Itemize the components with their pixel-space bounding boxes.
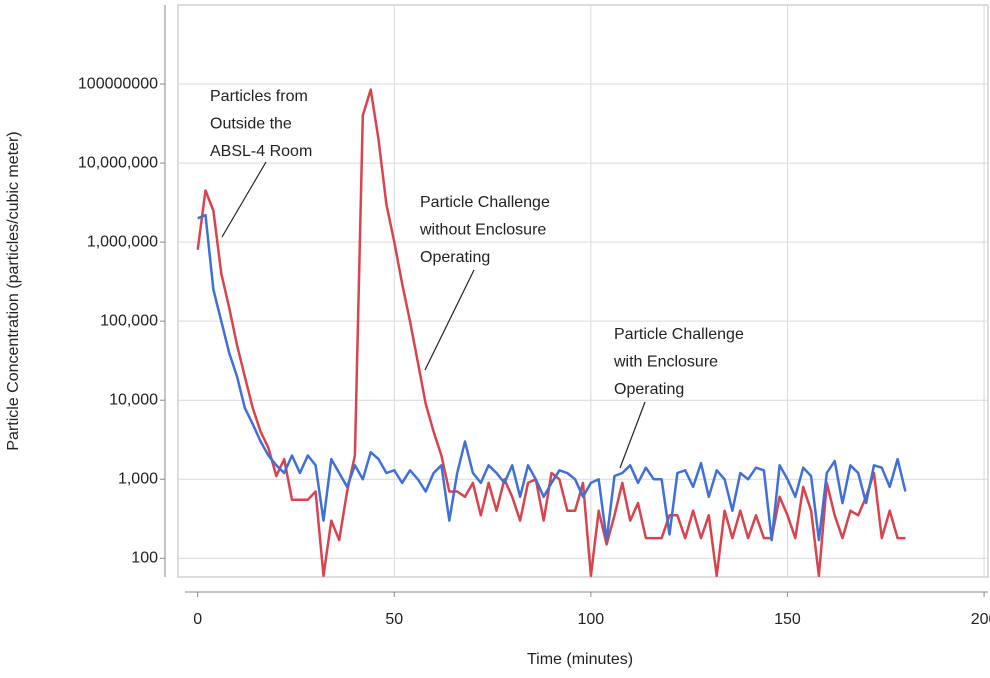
y-axis-label: Particle Concentration (particles/cubic …: [5, 131, 22, 450]
annotation-text: ABSL-4 Room: [210, 143, 312, 160]
y-tick-label: 100: [131, 550, 158, 567]
y-tick-label: 100,000: [100, 312, 158, 329]
y-tick-label: 100000000: [78, 75, 158, 92]
series-line: [196, 88, 906, 578]
y-tick-label: 1,000,000: [87, 233, 158, 250]
annotation-text: Particle Challenge: [420, 194, 550, 211]
annotation-pointer: [619, 401, 646, 469]
annotation-text: Operating: [614, 381, 684, 398]
x-tick-label: 100: [578, 611, 605, 628]
x-tick-label: 150: [774, 611, 801, 628]
annotation-pointer: [424, 269, 475, 371]
series-line: [197, 213, 907, 542]
y-tick-label: 1,000: [118, 470, 158, 487]
y-tick-label: 10,000: [109, 391, 158, 408]
x-axis-label: Time (minutes): [527, 651, 633, 668]
y-tick-label: 10,000,000: [78, 154, 158, 171]
x-tick-label: 50: [385, 611, 403, 628]
plot-area: [177, 4, 989, 578]
annotation-pointer: [221, 161, 267, 238]
annotation-text: Particle Challenge: [614, 326, 744, 343]
x-tick-label: 200: [971, 611, 990, 628]
annotation-text: Operating: [420, 249, 490, 266]
annotation-text: Particles from: [210, 88, 308, 105]
x-tick-label: 0: [193, 611, 202, 628]
annotation-text: with Enclosure: [613, 354, 718, 371]
annotation-text: Outside the: [210, 116, 292, 133]
annotation-text: without Enclosure: [419, 222, 546, 239]
